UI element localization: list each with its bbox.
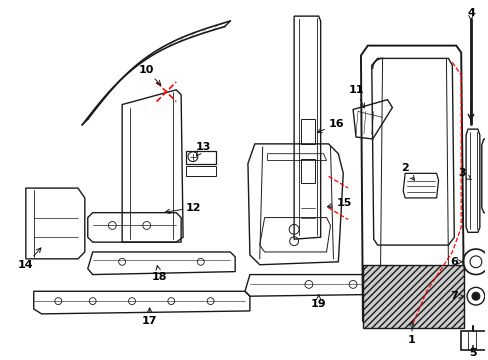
Text: 19: 19 [310, 295, 326, 309]
Text: 4: 4 [466, 8, 474, 21]
Text: 17: 17 [142, 308, 157, 326]
Text: 9: 9 [0, 359, 1, 360]
Text: 1: 1 [407, 322, 415, 345]
Text: 8: 8 [0, 359, 1, 360]
Polygon shape [362, 265, 463, 328]
Text: 13: 13 [196, 142, 211, 156]
Text: 6: 6 [449, 257, 462, 267]
Circle shape [471, 292, 479, 300]
Text: 7: 7 [449, 291, 462, 301]
Text: 3: 3 [458, 168, 470, 180]
Text: 11: 11 [347, 85, 364, 108]
Text: 14: 14 [18, 248, 41, 270]
Text: 18: 18 [151, 266, 167, 282]
Text: 10: 10 [139, 65, 161, 85]
Text: 2: 2 [401, 163, 414, 180]
Text: 12: 12 [165, 203, 201, 213]
Text: 15: 15 [326, 198, 351, 208]
Text: 16: 16 [317, 119, 344, 133]
Text: 5: 5 [468, 345, 476, 358]
